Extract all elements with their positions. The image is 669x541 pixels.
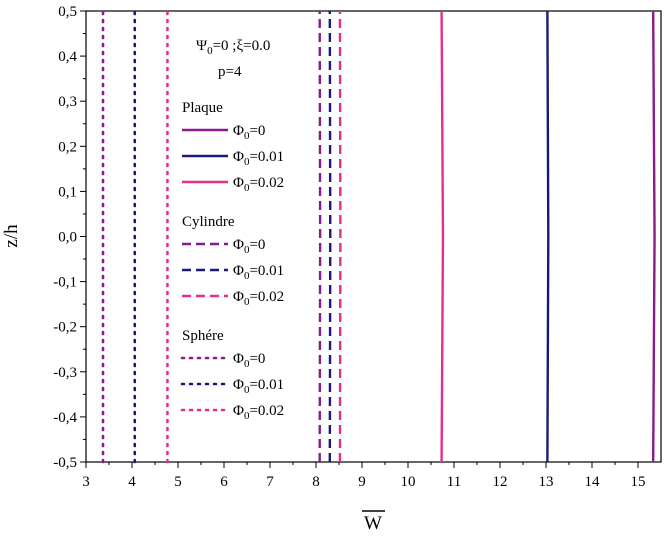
y-tick-label: -0,5 [53, 455, 77, 471]
y-axis-title: z/h [1, 224, 22, 248]
series-line [546, 10, 550, 463]
series-line [440, 10, 445, 463]
x-axis-title: W [364, 513, 382, 534]
plot-frame [85, 10, 662, 463]
series-layer [101, 9, 656, 464]
series-line [651, 10, 656, 463]
legend-label: Φ0=0 [233, 123, 265, 142]
plot-area [85, 10, 662, 463]
x-tick-label: 11 [447, 474, 461, 490]
y-tick-label: 0,5 [58, 4, 77, 20]
x-tick-label: 13 [539, 474, 554, 490]
legend-group-title: Plaque [182, 100, 223, 116]
parameter-annotation: Ψ0=0 ;ξ=0.0 p=4 [196, 38, 270, 80]
x-tick-label: 10 [401, 474, 416, 490]
y-tick-label: 0,4 [58, 49, 77, 65]
legend-label: Φ0=0.02 [233, 289, 284, 308]
legend-label: Φ0=0 [233, 351, 265, 370]
legend-label: Φ0=0.01 [233, 377, 284, 396]
x-tick-label: 7 [266, 474, 274, 490]
x-tick-label: 4 [128, 474, 136, 490]
x-tick-label: 8 [312, 474, 320, 490]
y-tick-label: 0,3 [58, 94, 77, 110]
ticks-layer: 3 4 5 6 7 8 9 10 11 12 13 14 15 0,5 0,4 0,3 0,2 0,1 0,0 -0,… [53, 4, 645, 490]
x-tick-label: 14 [585, 474, 601, 490]
y-tick-label: -0,3 [53, 365, 77, 381]
legend-label: Φ0=0.01 [233, 149, 284, 168]
y-tick-label: -0,2 [53, 320, 77, 336]
x-tick-label: 15 [631, 474, 646, 490]
y-tick-label: 0,1 [58, 184, 77, 200]
x-tick-label: 6 [220, 474, 228, 490]
y-tick-label: -0,1 [53, 275, 77, 291]
legend-label: Φ0=0.02 [233, 175, 284, 194]
x-tick-label: 9 [358, 474, 366, 490]
y-tick-label: -0,4 [53, 410, 77, 426]
legend-group-title: Cylindre [182, 214, 235, 230]
legend-label: Φ0=0.02 [233, 403, 284, 422]
x-tick-label: 12 [493, 474, 508, 490]
annotation-line-1: Ψ0=0 ;ξ=0.0 [196, 38, 270, 57]
x-tick-label: 3 [82, 474, 90, 490]
y-tick-label: 0,2 [58, 139, 77, 155]
axis-titles: Wz/h [1, 224, 385, 534]
legend-label: Φ0=0.01 [233, 263, 284, 282]
legend-label: Φ0=0 [233, 237, 265, 256]
y-tick-label: 0,0 [58, 230, 77, 246]
legend-group-title: Sphére [182, 328, 224, 344]
annotation-line-2: p=4 [218, 64, 242, 80]
legend: Plaque Φ0=0 Φ0=0.01 Φ0=0.02 Cylindre Φ0=0 Φ0=0… [180, 100, 284, 422]
x-tick-label: 5 [174, 474, 182, 490]
